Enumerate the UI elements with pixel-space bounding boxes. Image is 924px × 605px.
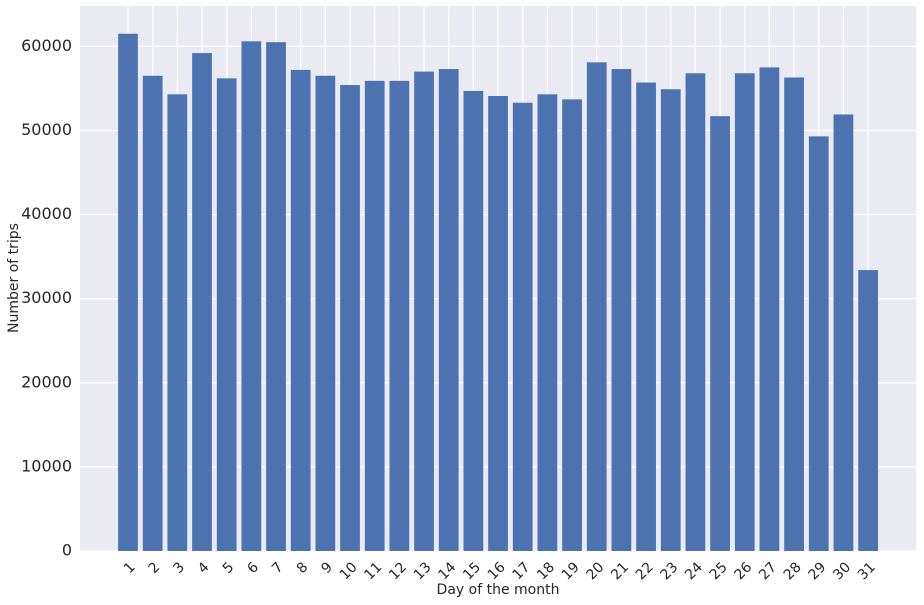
- y-tick-label: 10000: [21, 456, 72, 475]
- x-tick-label: 20: [583, 559, 607, 583]
- x-tick-label: 18: [534, 559, 558, 583]
- bar: [759, 67, 780, 551]
- bar: [266, 42, 286, 551]
- bar: [142, 75, 163, 551]
- y-tick-label: 40000: [21, 204, 72, 223]
- bar: [636, 82, 656, 551]
- x-tick-label: 5: [220, 559, 238, 577]
- bar: [512, 102, 533, 552]
- x-axis-label: Day of the month: [437, 582, 560, 598]
- bar: [192, 53, 212, 552]
- y-tick-label: 60000: [21, 36, 72, 55]
- x-tick-label: 9: [318, 559, 336, 577]
- y-tick-label: 20000: [21, 372, 72, 391]
- bar: [340, 85, 360, 551]
- x-tick-label: 11: [361, 559, 385, 583]
- x-tick-label: 2: [146, 559, 164, 577]
- x-tick-label: 3: [170, 559, 188, 577]
- bar: [414, 71, 434, 551]
- x-tick-label: 31: [855, 559, 879, 583]
- x-tick-label: 16: [485, 559, 509, 583]
- y-tick-label: 0: [62, 541, 72, 560]
- x-tick-label: 12: [386, 559, 410, 583]
- bar: [562, 99, 582, 552]
- x-tick-label: 27: [756, 559, 780, 583]
- x-tick-label: 29: [805, 559, 829, 583]
- x-tick-label: 24: [682, 559, 706, 583]
- bar: [216, 78, 237, 551]
- x-tick-label: 30: [830, 559, 854, 583]
- x-tick-label: 4: [195, 559, 213, 577]
- bar: [808, 136, 829, 551]
- bar: [833, 114, 854, 552]
- bar: [488, 95, 508, 552]
- x-tick-label: 10: [337, 559, 361, 583]
- x-tick-label: 8: [294, 559, 312, 577]
- bar: [389, 80, 410, 551]
- x-tick-label: 19: [559, 559, 583, 583]
- y-tick-label: 50000: [21, 120, 72, 139]
- bar: [586, 62, 607, 551]
- x-tick-label: 23: [657, 559, 681, 583]
- x-tick-label: 6: [244, 559, 262, 577]
- y-axis-label: Number of trips: [6, 223, 22, 333]
- bar: [118, 33, 138, 551]
- bar: [537, 94, 558, 552]
- x-tick-label: 25: [707, 559, 731, 583]
- bar: [167, 94, 188, 552]
- bar: [290, 69, 311, 552]
- x-tick-label: 13: [411, 559, 435, 583]
- x-tick-label: 26: [731, 559, 755, 583]
- x-tick-label: 7: [269, 559, 287, 577]
- bar: [611, 69, 632, 551]
- x-tick-label: 28: [781, 559, 805, 583]
- bar: [734, 73, 755, 552]
- x-tick-label: 1: [121, 559, 139, 577]
- y-tick-label: 30000: [21, 288, 72, 307]
- bar: [685, 73, 706, 552]
- bar: [784, 77, 804, 551]
- x-tick-label: 22: [633, 559, 657, 583]
- bar: [315, 75, 336, 551]
- bar: [241, 41, 262, 552]
- bar: [660, 89, 681, 551]
- x-tick-label: 17: [509, 559, 533, 583]
- bar: [858, 270, 878, 551]
- bar: [438, 69, 459, 551]
- bar: [364, 80, 385, 551]
- x-tick-label: 15: [460, 559, 484, 583]
- bar: [463, 90, 484, 551]
- bar: [710, 116, 730, 552]
- x-tick-label: 14: [435, 559, 459, 583]
- x-tick-label: 21: [608, 559, 632, 583]
